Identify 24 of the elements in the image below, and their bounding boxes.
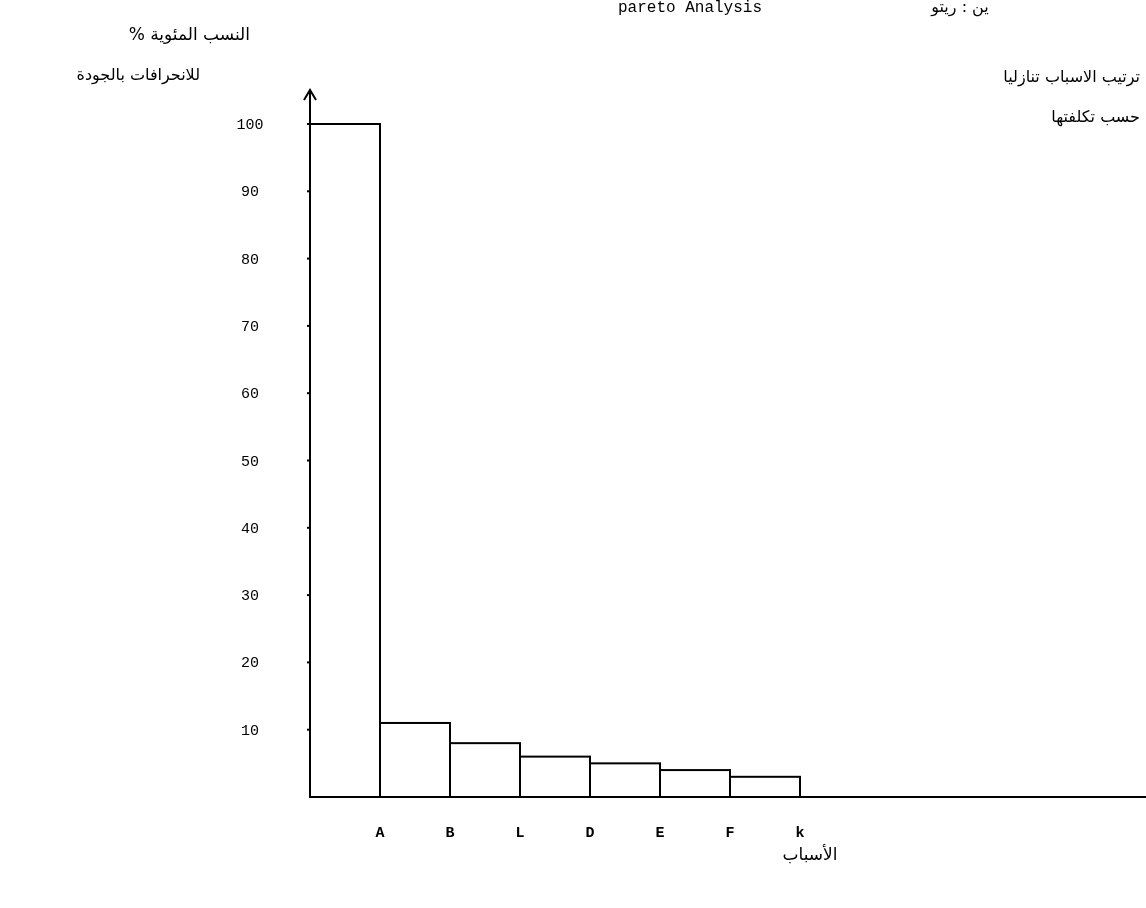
chart-title: pareto Analysis xyxy=(617,0,763,17)
text: حسب تكلفتها xyxy=(1051,107,1140,127)
y-tick-label: 70 xyxy=(240,318,260,336)
text: ترتيب الاسباب تنازليا xyxy=(1003,67,1140,87)
y-tick-label: 10 xyxy=(240,722,260,740)
x-tick-label: E xyxy=(655,825,665,842)
x-tick-label: A xyxy=(375,825,385,842)
x-axis-title: الأسباب xyxy=(782,844,838,864)
y-tick-label: 90 xyxy=(240,184,260,202)
y-axis-title: النسب المئوية % xyxy=(128,24,250,44)
x-tick-label: D xyxy=(585,825,595,842)
x-tick-label: k xyxy=(795,825,805,842)
y-tick-label: 30 xyxy=(240,588,260,606)
text: للانحرافات بالجودة xyxy=(76,65,200,85)
x-tick-label: F xyxy=(725,825,735,842)
y-tick-label: 50 xyxy=(240,453,260,471)
x-tick-label: L xyxy=(515,825,525,842)
y-tick-label: 100 xyxy=(236,117,264,134)
y-tick-label: 60 xyxy=(240,386,260,404)
y-tick-label: 20 xyxy=(240,655,260,673)
y-tick-label: 40 xyxy=(240,520,260,538)
x-tick-label: B xyxy=(445,825,455,842)
text: ين : ريتو xyxy=(930,0,989,17)
y-tick-label: 80 xyxy=(240,251,260,269)
